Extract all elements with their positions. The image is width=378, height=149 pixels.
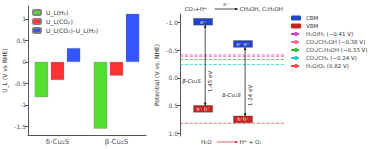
svg-text:-0.5: -0.5 [14, 80, 26, 87]
svg-text:CO₂/CH₄ (−0.24 V): CO₂/CH₄ (−0.24 V) [306, 55, 357, 61]
svg-text:U_L(CO₂)–U_L(H₂): U_L(CO₂)–U_L(H₂) [46, 27, 98, 35]
svg-text:β-Cu₂S: β-Cu₂S [105, 138, 129, 146]
svg-text:U_L(CO₂): U_L(CO₂) [46, 18, 73, 26]
svg-text:1: 1 [22, 15, 26, 22]
svg-text:1.45 eV: 1.45 eV [207, 71, 213, 92]
svg-text:Potential (V vs. NHE): Potential (V vs. NHE) [153, 44, 160, 106]
svg-text:H⁺ + O₂: H⁺ + O₂ [240, 139, 262, 145]
svg-text:e⁻: e⁻ [200, 19, 206, 25]
svg-text:-1.0: -1.0 [166, 19, 178, 26]
svg-text:U_L (V vs RHE): U_L (V vs RHE) [1, 48, 9, 92]
svg-text:0.5: 0.5 [168, 102, 178, 109]
svg-text:CBM: CBM [306, 15, 319, 21]
svg-text:H₂O: H₂O [201, 139, 212, 145]
svg-text:VBM: VBM [306, 23, 319, 29]
svg-text:CO₂/CH₃OH (−0.38 V): CO₂/CH₃OH (−0.38 V) [306, 39, 365, 45]
svg-text:-1: -1 [20, 101, 26, 108]
svg-text:1.24 eV: 1.24 eV [247, 85, 253, 106]
svg-text:0: 0 [22, 58, 26, 65]
svg-text:CO₂/C₂H₅OH (−0.33 V): CO₂/C₂H₅OH (−0.33 V) [306, 47, 367, 53]
svg-text:H₂O/O₂ (0.82 V): H₂O/O₂ (0.82 V) [306, 63, 349, 69]
svg-text:0.5: 0.5 [16, 37, 26, 44]
svg-text:CH₃OH, C₂H₅OH: CH₃OH, C₂H₅OH [240, 6, 283, 12]
svg-text:δ-Cu₂S: δ-Cu₂S [222, 92, 241, 98]
svg-text:-1.5: -1.5 [14, 123, 26, 130]
svg-text:h⁺h⁺: h⁺h⁺ [237, 116, 249, 122]
svg-text:CO₂+H⁺: CO₂+H⁺ [185, 6, 207, 12]
svg-text:h⁺ h⁺: h⁺ h⁺ [196, 106, 210, 112]
svg-text:U_L(H₂): U_L(H₂) [46, 9, 68, 17]
svg-text:-0.5: -0.5 [166, 47, 178, 54]
svg-text:δ-Cu₂S: δ-Cu₂S [46, 138, 70, 146]
svg-text:0.0: 0.0 [168, 74, 178, 81]
svg-text:β-Cu₂S: β-Cu₂S [182, 78, 201, 85]
svg-text:1.0: 1.0 [168, 130, 178, 137]
svg-text:e⁻: e⁻ [223, 1, 229, 7]
svg-text:H₂O/H₂ (−0.41 V): H₂O/H₂ (−0.41 V) [306, 31, 353, 37]
svg-text:e⁻ e⁻: e⁻ e⁻ [236, 41, 249, 47]
